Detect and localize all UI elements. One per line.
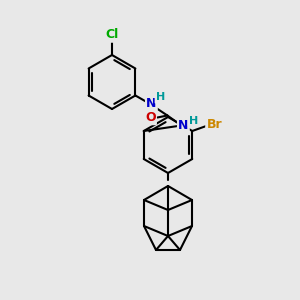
Text: N: N xyxy=(178,119,189,132)
Text: N: N xyxy=(146,97,157,110)
Text: O: O xyxy=(145,111,156,124)
Text: H: H xyxy=(189,116,198,125)
Text: Cl: Cl xyxy=(105,28,119,41)
Text: Br: Br xyxy=(206,118,222,130)
Text: H: H xyxy=(156,92,165,103)
